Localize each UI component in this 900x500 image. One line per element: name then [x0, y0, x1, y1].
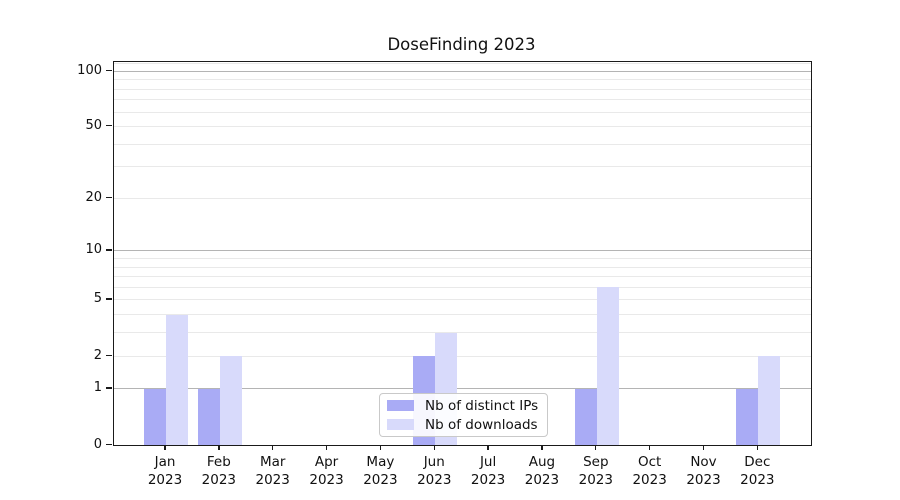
legend: Nb of distinct IPs Nb of downloads	[379, 393, 548, 437]
major-gridline	[114, 250, 811, 252]
y-tick-label: 5	[93, 291, 102, 307]
y-tick-mark	[106, 249, 112, 251]
x-tick-mark	[325, 445, 328, 450]
bar	[596, 287, 619, 445]
x-tick-mark	[487, 445, 489, 450]
x-tick-label: Dec 2023	[740, 454, 775, 488]
y-tick-label: 100	[77, 62, 102, 78]
minor-gridline	[114, 79, 811, 81]
y-tick-label: 2	[93, 347, 102, 363]
x-tick-mark	[648, 445, 651, 450]
y-tick-mark	[106, 298, 112, 300]
x-tick-mark	[379, 445, 382, 450]
x-tick-label: Aug 2023	[524, 454, 560, 488]
bar	[219, 356, 242, 445]
x-tick-label: Oct 2023	[632, 454, 667, 488]
y-tick-mark	[106, 354, 112, 356]
minor-gridline	[114, 286, 811, 288]
minor-gridline	[114, 143, 811, 145]
x-tick-mark	[164, 445, 166, 450]
legend-swatch-downloads-icon	[387, 419, 414, 430]
y-tick-label: 1	[93, 380, 102, 396]
bar	[197, 388, 220, 445]
minor-gridline	[114, 111, 811, 113]
x-tick-mark	[595, 445, 597, 450]
bar	[166, 314, 188, 445]
minor-gridline	[114, 266, 811, 268]
legend-label-distinct-ips: Nb of distinct IPs	[425, 397, 539, 414]
minor-gridline	[114, 332, 811, 334]
x-tick-label: May 2023	[363, 454, 398, 488]
x-tick-label: Jul 2023	[470, 454, 506, 488]
minor-gridline	[114, 88, 811, 90]
minor-gridline	[114, 258, 811, 259]
y-tick-mark	[106, 196, 112, 199]
major-gridline	[114, 388, 811, 390]
x-tick-mark	[218, 445, 220, 450]
minor-gridline	[114, 299, 811, 301]
minor-gridline	[114, 197, 811, 199]
y-tick-mark	[106, 387, 112, 389]
x-tick-label: Jan 2023	[147, 454, 183, 488]
y-tick-mark	[106, 125, 112, 127]
x-tick-label: Mar 2023	[255, 454, 290, 488]
x-tick-label: Jun 2023	[417, 454, 452, 488]
plot-area	[113, 61, 812, 446]
y-tick-mark	[106, 69, 112, 72]
x-tick-mark	[433, 445, 435, 450]
x-tick-label: Sep 2023	[578, 454, 613, 488]
x-tick-mark	[756, 445, 759, 450]
x-tick-mark	[702, 445, 705, 450]
legend-label-downloads: Nb of downloads	[425, 416, 538, 433]
x-tick-label: Feb 2023	[201, 454, 237, 488]
bar	[574, 388, 597, 445]
minor-gridline	[114, 314, 811, 316]
legend-swatch-distinct-ips-icon	[387, 400, 414, 411]
bar	[758, 356, 781, 445]
minor-gridline	[114, 126, 811, 128]
x-tick-label: Apr 2023	[309, 454, 344, 488]
legend-item-distinct-ips: Nb of distinct IPs	[387, 398, 539, 414]
bar	[144, 388, 166, 445]
y-tick-mark	[106, 443, 112, 445]
x-tick-mark	[272, 445, 274, 450]
y-tick-label: 10	[85, 242, 102, 258]
minor-gridline	[114, 99, 811, 101]
x-tick-mark	[541, 445, 543, 450]
bar	[736, 388, 759, 445]
y-tick-label: 50	[85, 118, 102, 134]
legend-item-downloads: Nb of downloads	[387, 417, 539, 433]
y-tick-label: 0	[93, 436, 102, 452]
minor-gridline	[114, 276, 811, 278]
chart-title: DoseFinding 2023	[387, 35, 536, 54]
major-gridline	[114, 70, 811, 72]
minor-gridline	[114, 355, 811, 357]
x-tick-label: Nov 2023	[686, 454, 721, 488]
minor-gridline	[114, 63, 811, 65]
y-tick-label: 20	[85, 189, 102, 205]
minor-gridline	[114, 166, 811, 168]
